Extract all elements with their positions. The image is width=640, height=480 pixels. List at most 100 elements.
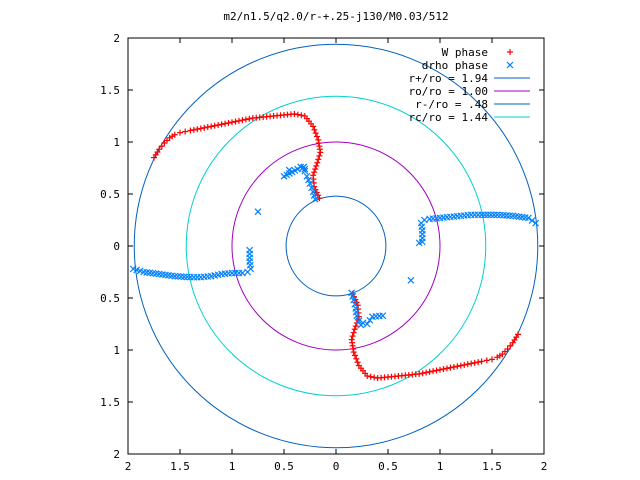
x-tick-label: 1.5 — [170, 460, 190, 473]
data-point-fill — [349, 339, 356, 346]
data-point-fill — [308, 120, 315, 127]
data-point — [187, 127, 194, 134]
data-point-fill — [350, 329, 357, 336]
data-point — [301, 165, 309, 173]
y-tick-label: 0.5 — [100, 292, 120, 305]
data-point-fill — [471, 359, 478, 366]
data-point-fill — [201, 124, 208, 131]
data-point-fill — [349, 333, 356, 340]
data-point-fill — [222, 120, 229, 127]
data-point-fill — [409, 371, 416, 378]
data-point-fill — [152, 270, 160, 278]
data-point-fill — [311, 169, 318, 176]
data-point-fill — [305, 176, 312, 184]
data-point — [355, 317, 363, 325]
x-tick-label: 1 — [437, 460, 444, 473]
data-point-fill — [487, 211, 495, 219]
data-point — [351, 326, 358, 333]
data-point — [437, 366, 443, 373]
data-point-fill — [164, 137, 170, 144]
data-point-fill — [475, 359, 482, 366]
data-point-fill — [388, 373, 395, 380]
data-point — [407, 276, 415, 284]
data-point — [363, 320, 371, 328]
data-point — [532, 219, 540, 227]
data-point-fill — [136, 267, 144, 275]
data-point — [218, 121, 225, 128]
legend-label: drho phase — [422, 59, 488, 72]
x-tick-label: 2 — [125, 460, 132, 473]
data-point-fill — [211, 122, 218, 129]
data-point-fill — [242, 116, 249, 123]
data-point-fill — [352, 308, 360, 316]
data-point-fill — [418, 234, 426, 242]
data-point-fill — [316, 146, 323, 153]
data-point — [478, 358, 485, 365]
data-point-fill — [528, 217, 536, 224]
data-point-fill — [490, 211, 498, 219]
data-point-fill — [169, 133, 176, 140]
data-point-fill — [351, 300, 359, 308]
data-point-fill — [204, 124, 211, 131]
data-point-fill — [511, 336, 518, 343]
data-point — [177, 129, 183, 136]
data-point-fill — [214, 271, 222, 279]
y-tick-label: 1.5 — [100, 84, 120, 97]
data-point — [208, 123, 215, 130]
data-point-fill — [316, 152, 323, 159]
y-tick-label: 1 — [113, 344, 120, 357]
data-point-fill — [354, 359, 361, 366]
data-point — [489, 356, 495, 363]
data-point — [306, 180, 314, 188]
data-point-fill — [512, 212, 520, 220]
data-point-fill — [502, 348, 508, 355]
y-tick-label: 1.5 — [100, 396, 120, 409]
legend-marker — [506, 61, 514, 69]
data-point-fill — [168, 272, 176, 280]
data-point-fill — [440, 366, 447, 373]
data-point-fill — [158, 143, 165, 150]
circle-r+ — [133, 43, 539, 449]
data-point — [457, 362, 464, 369]
data-point — [359, 319, 367, 327]
data-point-fill — [507, 342, 514, 349]
y-tick-label: 1 — [113, 136, 120, 149]
data-point — [415, 239, 423, 247]
data-point — [483, 357, 490, 364]
data-point-fill — [246, 115, 253, 122]
data-point-fill — [440, 214, 447, 221]
x-tick-label: 0.5 — [274, 460, 294, 473]
data-point-fill — [287, 111, 294, 118]
data-point-fill — [398, 372, 405, 379]
data-point-fill — [267, 113, 274, 120]
data-point-fill — [232, 118, 239, 125]
data-point — [197, 125, 204, 132]
data-point-fill — [194, 126, 201, 133]
data-point-fill — [235, 117, 242, 124]
data-point-fill — [246, 261, 254, 269]
data-point-fill — [190, 126, 197, 133]
data-point-fill — [154, 149, 161, 156]
data-point-fill — [454, 363, 461, 370]
data-point-fill — [312, 166, 319, 173]
data-point-fill — [481, 211, 489, 219]
data-points — [129, 110, 540, 382]
circle-r- — [285, 195, 387, 297]
data-point — [303, 172, 311, 180]
data-point-fill — [311, 126, 318, 133]
data-point-fill — [349, 293, 357, 300]
data-point-fill — [313, 162, 320, 169]
circle-rc — [185, 95, 487, 397]
data-point-fill — [366, 316, 374, 324]
data-point-fill — [308, 184, 315, 192]
data-point — [182, 128, 189, 135]
data-point-fill — [314, 133, 321, 140]
data-point-fill — [484, 211, 492, 219]
data-point-fill — [443, 365, 450, 372]
x-tick-label: 1.5 — [482, 460, 502, 473]
data-point-fill — [450, 213, 458, 220]
data-point-fill — [430, 368, 437, 375]
